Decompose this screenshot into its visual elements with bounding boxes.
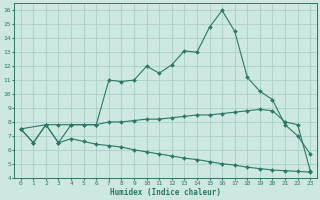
X-axis label: Humidex (Indice chaleur): Humidex (Indice chaleur) [110,188,221,197]
